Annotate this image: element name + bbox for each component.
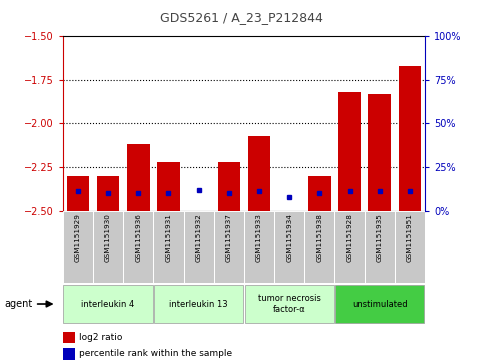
- Text: log2 ratio: log2 ratio: [79, 333, 123, 342]
- Bar: [184, 211, 213, 283]
- Text: GSM1151938: GSM1151938: [316, 213, 322, 262]
- Text: interleukin 13: interleukin 13: [170, 299, 228, 309]
- Bar: [213, 211, 244, 283]
- Text: interleukin 4: interleukin 4: [82, 299, 135, 309]
- Text: GSM1151935: GSM1151935: [377, 213, 383, 262]
- Bar: [334, 211, 365, 283]
- Text: tumor necrosis
factor-α: tumor necrosis factor-α: [258, 294, 321, 314]
- Bar: [63, 348, 75, 359]
- Text: GSM1151933: GSM1151933: [256, 213, 262, 262]
- Bar: [395, 211, 425, 283]
- Bar: [157, 162, 180, 211]
- Text: GSM1151951: GSM1151951: [407, 213, 413, 262]
- Bar: [365, 211, 395, 283]
- Text: unstimulated: unstimulated: [352, 299, 408, 309]
- Text: GSM1151934: GSM1151934: [286, 213, 292, 262]
- Text: GSM1151937: GSM1151937: [226, 213, 232, 262]
- Bar: [335, 285, 425, 323]
- Bar: [63, 211, 93, 283]
- Text: agent: agent: [5, 299, 33, 309]
- Text: GSM1151936: GSM1151936: [135, 213, 141, 262]
- Bar: [127, 144, 150, 211]
- Bar: [308, 176, 331, 211]
- Bar: [304, 211, 334, 283]
- Text: GSM1151931: GSM1151931: [166, 213, 171, 262]
- Bar: [244, 285, 334, 323]
- Bar: [67, 176, 89, 211]
- Bar: [274, 211, 304, 283]
- Bar: [123, 211, 154, 283]
- Text: GDS5261 / A_23_P212844: GDS5261 / A_23_P212844: [160, 11, 323, 24]
- Bar: [248, 136, 270, 211]
- Bar: [97, 176, 119, 211]
- Bar: [154, 211, 184, 283]
- Bar: [154, 285, 243, 323]
- Text: GSM1151928: GSM1151928: [347, 213, 353, 262]
- Bar: [63, 285, 153, 323]
- Bar: [369, 94, 391, 211]
- Bar: [398, 66, 421, 211]
- Bar: [217, 162, 240, 211]
- Text: GSM1151932: GSM1151932: [196, 213, 201, 262]
- Bar: [338, 92, 361, 211]
- Bar: [63, 332, 75, 343]
- Text: percentile rank within the sample: percentile rank within the sample: [79, 350, 232, 359]
- Bar: [244, 211, 274, 283]
- Text: GSM1151930: GSM1151930: [105, 213, 111, 262]
- Bar: [278, 211, 300, 212]
- Text: GSM1151929: GSM1151929: [75, 213, 81, 262]
- Bar: [93, 211, 123, 283]
